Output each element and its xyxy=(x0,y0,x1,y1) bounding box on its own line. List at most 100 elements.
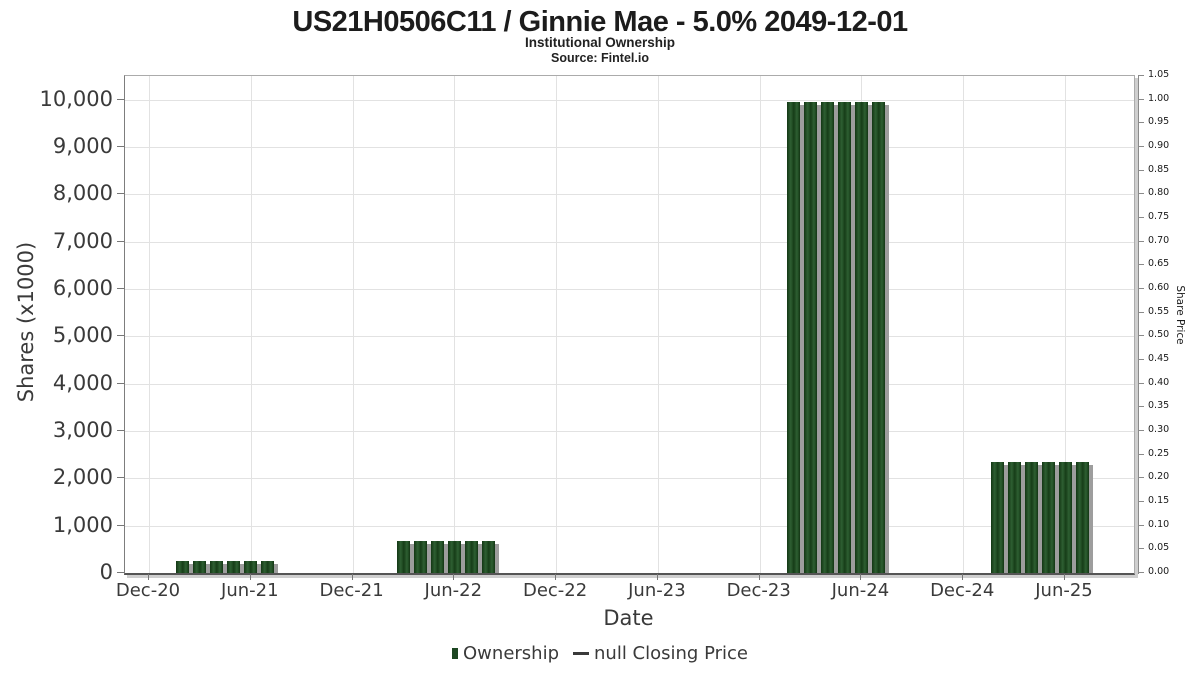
ownership-bar xyxy=(871,102,885,573)
chart-legend: Ownership null Closing Price xyxy=(0,643,1200,664)
chart-subtitle: Institutional Ownership xyxy=(524,35,675,50)
y-axis-tick xyxy=(117,572,124,573)
share-price-tick-label: 0.05 xyxy=(1148,542,1170,554)
ownership-bar xyxy=(413,541,427,573)
ownership-bar xyxy=(990,461,1004,573)
y-axis-tick-label: 9,000 xyxy=(52,134,113,158)
x-axis-tick xyxy=(453,574,455,580)
gridline-vertical xyxy=(149,76,150,573)
ownership-bar xyxy=(1058,461,1072,573)
x-axis-tick-label: Jun-21 xyxy=(221,580,279,601)
chart-source: Source: Fintel.io xyxy=(551,51,649,65)
ownership-bar xyxy=(193,560,207,573)
x-axis-tick-label: Dec-23 xyxy=(726,580,791,601)
ownership-bar xyxy=(227,560,241,573)
x-axis-tick xyxy=(656,574,658,580)
y-axis-tick xyxy=(117,240,124,242)
ownership-bar xyxy=(464,541,478,573)
ownership-bar xyxy=(261,560,275,573)
y-axis-tick-label: 4,000 xyxy=(52,370,113,395)
ownership-bar xyxy=(396,541,410,573)
share-price-tick-label: 0.40 xyxy=(1148,376,1170,388)
share-price-axis-tick xyxy=(1138,146,1144,147)
gridline-horizontal xyxy=(125,147,1134,148)
share-price-axis-tick xyxy=(1138,264,1144,266)
plot-area xyxy=(124,75,1135,575)
x-axis-tick xyxy=(555,574,557,580)
gridline-vertical xyxy=(556,76,558,573)
legend-price-label: null Closing Price xyxy=(594,643,748,664)
share-price-tick-label: 0.00 xyxy=(1148,566,1170,577)
y-axis-tick-label: 7,000 xyxy=(52,228,113,253)
y-axis-tick-label: 10,000 xyxy=(39,86,113,111)
x-axis-tick-label: Dec-24 xyxy=(930,580,995,601)
x-axis-tick-label: Jun-25 xyxy=(1035,580,1093,601)
x-axis-tick xyxy=(1064,574,1065,580)
share-price-tick-label: 0.90 xyxy=(1148,140,1170,151)
share-price-tick-label: 0.30 xyxy=(1148,424,1170,435)
ownership-bar xyxy=(838,102,851,573)
ownership-bar xyxy=(481,541,495,573)
x-axis-tick xyxy=(148,574,149,580)
share-price-axis-tick xyxy=(1138,335,1144,337)
ownership-bar xyxy=(430,541,444,573)
share-price-tick-label: 0.45 xyxy=(1148,353,1170,364)
share-price-axis-tick xyxy=(1138,453,1144,455)
y-axis-tick-label: 2,000 xyxy=(52,465,113,490)
share-price-axis-line xyxy=(1138,75,1139,574)
x-axis-tick-label: Jun-24 xyxy=(831,580,890,601)
ownership-bar xyxy=(447,541,461,573)
share-price-tick-label: 1.00 xyxy=(1148,92,1170,104)
share-price-axis-tick xyxy=(1138,430,1144,431)
y-axis-tick-label: 3,000 xyxy=(52,418,113,442)
gridline-vertical xyxy=(963,76,965,573)
share-price-tick-label: 0.25 xyxy=(1148,447,1170,459)
x-axis-tick-label: Dec-21 xyxy=(319,580,384,601)
gridline-horizontal xyxy=(125,194,1134,196)
share-price-tick-label: 0.85 xyxy=(1148,163,1170,175)
x-axis-tick-label: Dec-22 xyxy=(522,580,588,601)
share-price-axis-tick xyxy=(1138,217,1144,218)
x-axis-tick xyxy=(351,574,353,580)
y-axis-tick xyxy=(117,98,124,100)
share-price-axis-tick xyxy=(1138,75,1144,76)
y-axis-tick xyxy=(117,430,124,431)
ownership-bar xyxy=(1041,461,1055,573)
share-price-axis-tick xyxy=(1138,524,1144,526)
ownership-bar xyxy=(821,102,834,573)
share-price-tick-label: 1.05 xyxy=(1148,69,1170,80)
share-price-tick-label: 0.55 xyxy=(1148,305,1170,317)
share-price-tick-label: 0.75 xyxy=(1148,211,1170,222)
y-axis-tick-label: 5,000 xyxy=(52,323,113,348)
x-axis-tick-label: Jun-23 xyxy=(628,580,686,601)
share-price-tick-label: 0.70 xyxy=(1148,234,1170,246)
gridline-horizontal xyxy=(125,241,1134,243)
gridline-horizontal xyxy=(125,99,1134,101)
share-price-tick-label: 0.50 xyxy=(1148,329,1170,341)
share-price-tick-label: 0.15 xyxy=(1148,495,1170,506)
share-price-axis-tick xyxy=(1138,193,1144,195)
share-price-axis-tick xyxy=(1138,477,1144,479)
ownership-bar xyxy=(787,102,801,573)
ownership-bar xyxy=(244,560,258,573)
gridline-vertical xyxy=(759,76,761,573)
x-axis-tick xyxy=(249,574,251,580)
share-price-axis-tick xyxy=(1138,288,1144,289)
ownership-bar xyxy=(210,560,224,573)
y-axis-tick-label: 0 xyxy=(99,560,113,584)
share-price-tick-label: 0.60 xyxy=(1148,282,1170,293)
share-price-tick-label: 0.35 xyxy=(1148,400,1170,412)
gridline-horizontal xyxy=(125,478,1134,480)
y-axis-label-share-price: Share Price xyxy=(1174,285,1186,345)
share-price-axis-tick xyxy=(1138,406,1144,408)
share-price-axis-tick xyxy=(1138,122,1144,124)
share-price-tick-label: 0.65 xyxy=(1148,258,1170,270)
share-price-axis-tick xyxy=(1138,501,1144,502)
x-axis-tick xyxy=(860,574,862,580)
x-axis-label-date: Date xyxy=(603,606,654,630)
y-axis-tick xyxy=(117,524,124,526)
share-price-tick-label: 0.95 xyxy=(1148,116,1170,128)
share-price-tick-label: 0.80 xyxy=(1148,187,1170,199)
gridline-horizontal xyxy=(125,383,1134,385)
